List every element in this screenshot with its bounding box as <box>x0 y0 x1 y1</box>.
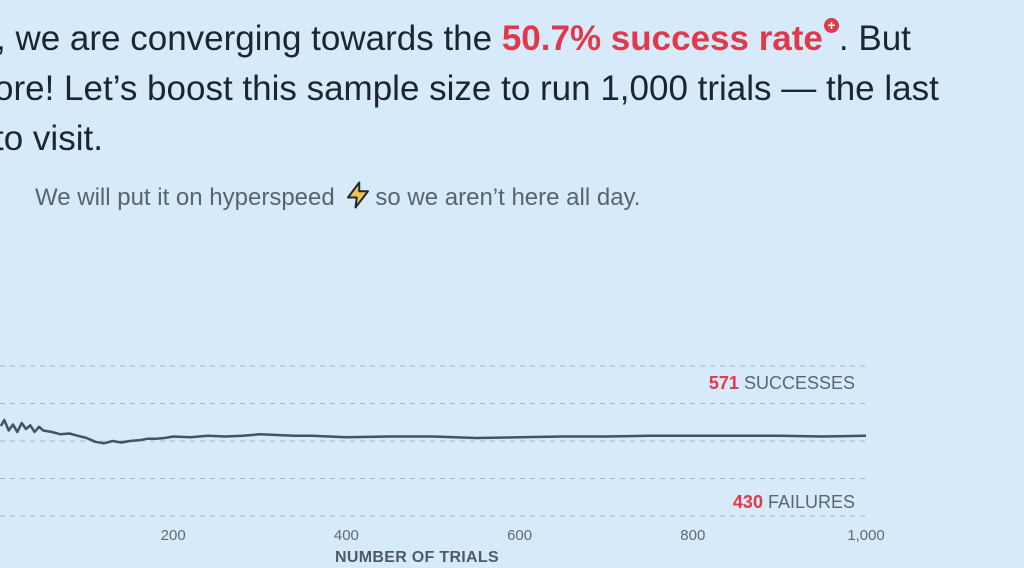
successes-count: 571 <box>708 373 739 393</box>
paragraph-line-3: to visit. <box>0 119 103 158</box>
x-tick-label: 1,000 <box>847 527 885 544</box>
note-text: so we aren’t here all day. <box>375 184 641 211</box>
paragraph-text: . But <box>838 19 911 58</box>
note-text: We will put it on hyperspeed <box>35 184 335 211</box>
paragraph-text: , we are converging towards the <box>0 19 502 58</box>
x-tick-label: 400 <box>333 527 359 544</box>
paragraph-line-2: ore! Let’s boost this sample size to run… <box>0 69 939 108</box>
x-axis-label: NUMBER OF TRIALS <box>335 549 499 566</box>
hyperspeed-note: We will put it on hyperspeed so we aren’… <box>35 180 640 212</box>
failures-label: 430 FAILURES <box>733 492 855 513</box>
successes-label: 571 SUCCESSES <box>709 373 855 394</box>
lightning-icon <box>347 181 370 209</box>
x-tick-label: 600 <box>507 527 533 544</box>
plus-circle-icon[interactable]: + <box>823 18 839 33</box>
success-ratio-line <box>0 418 867 445</box>
failures-text: FAILURES <box>762 492 855 512</box>
success-rate-link[interactable]: 50.7% success rate <box>501 19 823 58</box>
x-tick-label: 800 <box>680 527 706 544</box>
chart-gridlines <box>0 365 866 517</box>
x-tick-label: 200 <box>160 527 186 544</box>
paragraph-line-1: , we are converging towards the 50.7% su… <box>0 14 911 64</box>
successes-text: SUCCESSES <box>738 373 855 393</box>
failures-count: 430 <box>732 492 763 512</box>
